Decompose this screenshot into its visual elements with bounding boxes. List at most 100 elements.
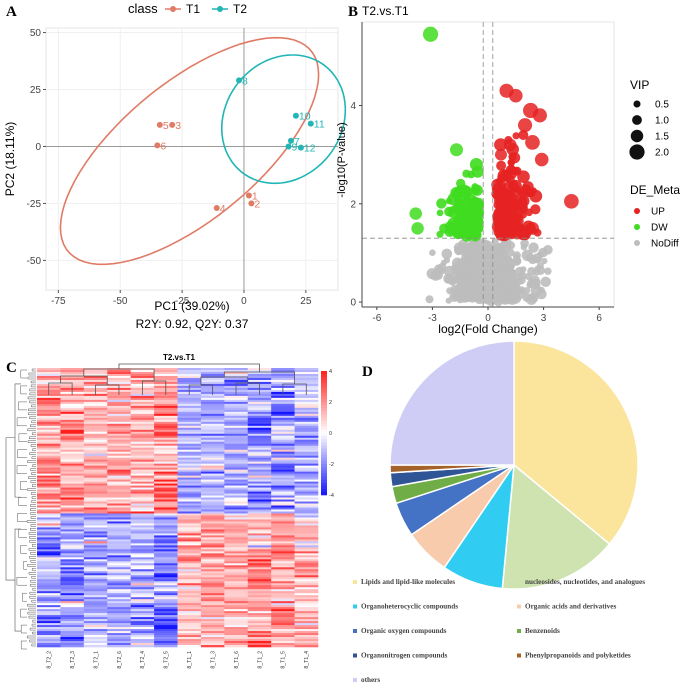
heatmap-cell <box>224 453 249 456</box>
heatmap-cell <box>37 379 61 383</box>
heatmap-cell <box>107 565 131 568</box>
volcano-point-up <box>494 138 508 152</box>
heatmap-cell <box>247 455 272 458</box>
heatmap-cell <box>247 535 272 538</box>
heatmap-cell <box>271 369 295 373</box>
heatmap-cell <box>130 537 155 540</box>
heatmap-cell <box>294 381 319 385</box>
heatmap-cell <box>154 625 178 628</box>
heatmap-cell <box>107 435 131 439</box>
heatmap-cell <box>130 497 155 500</box>
heatmap-cell <box>83 453 108 456</box>
heatmap-cell <box>200 639 225 642</box>
heatmap-cell <box>37 531 61 534</box>
heatmap-cell <box>107 555 131 558</box>
heatmap-cell <box>224 605 249 608</box>
heatmap-cell <box>154 433 178 437</box>
heatmap-cell <box>177 509 202 512</box>
volcano-point-nodiff <box>502 256 513 267</box>
heatmap-cell <box>37 539 61 542</box>
heatmap-cell <box>154 529 178 532</box>
heatmap-cell <box>294 437 319 441</box>
heatmap-cell <box>60 501 85 504</box>
heatmap-cell <box>83 411 108 415</box>
heatmap-cell <box>200 555 225 558</box>
heatmap-cell <box>294 435 319 439</box>
heatmap-cell <box>200 461 225 464</box>
volcano-point-up <box>492 191 500 199</box>
heatmap-cell <box>130 477 155 480</box>
heatmap-cell <box>294 445 319 449</box>
heatmap-cell <box>83 471 108 474</box>
volcano-point-nodiff <box>425 295 434 304</box>
volcano-point-nodiff <box>429 249 436 256</box>
heatmap-row-dendrogram <box>27 460 36 463</box>
volcano-point-dw <box>436 209 444 217</box>
heatmap-cell <box>177 573 202 576</box>
heatmap-cell <box>224 517 249 520</box>
heatmap-cell <box>83 573 108 576</box>
volcano-point-nodiff <box>491 238 499 246</box>
heatmap-cell <box>60 635 85 638</box>
heatmap-cell <box>224 577 249 580</box>
heatmap-cell <box>247 637 272 640</box>
heatmap-cell <box>37 479 61 482</box>
heatmap-cell <box>37 463 61 466</box>
heatmap-cell <box>294 497 319 500</box>
heatmap-cell <box>271 441 295 445</box>
heatmap-cell <box>154 491 178 494</box>
heatmap-sample-label: 8_T2_4 <box>140 651 146 669</box>
heatmap-cell <box>37 477 61 480</box>
heatmap-cell <box>60 421 85 425</box>
volcano-point-dw <box>462 169 471 178</box>
heatmap-cell <box>224 397 249 401</box>
heatmap-cell <box>60 433 85 437</box>
heatmap-row-dendrogram <box>27 611 36 615</box>
de-meta-legend-label-dw: DW <box>651 223 668 234</box>
heatmap-cell <box>177 443 202 447</box>
heatmap-cell <box>224 547 249 550</box>
heatmap-cell <box>294 645 319 648</box>
heatmap-row-dendrogram <box>30 384 36 388</box>
heatmap-cell <box>294 487 319 490</box>
heatmap-cell <box>37 643 61 646</box>
heatmap-cell <box>60 549 85 552</box>
heatmap-cell <box>247 585 272 588</box>
heatmap-cell <box>177 457 202 460</box>
heatmap-cell <box>177 411 202 415</box>
heatmap-colorbar-segment <box>321 371 327 375</box>
pie-legend-label: Phenylpropanoids and polyketides <box>525 652 631 660</box>
heatmap-cell <box>130 479 155 482</box>
heatmap-cell <box>271 537 295 540</box>
heatmap-cell <box>83 407 108 411</box>
heatmap-cell <box>271 629 295 632</box>
heatmap-cell <box>60 599 85 602</box>
heatmap-cell <box>154 501 178 504</box>
heatmap-cell <box>130 467 155 470</box>
heatmap-colorbar-tick-label: 0 <box>329 431 332 437</box>
heatmap-cell <box>130 465 155 468</box>
heatmap-cell <box>294 477 319 480</box>
heatmap-cell <box>60 373 85 377</box>
heatmap-cell <box>130 515 155 518</box>
heatmap-cell <box>177 565 202 568</box>
heatmap-cell <box>200 517 225 520</box>
heatmap-cell <box>107 457 131 460</box>
heatmap-cell <box>107 461 131 464</box>
heatmap-cell <box>130 447 155 450</box>
heatmap-cell <box>224 617 249 620</box>
heatmap-cell <box>130 625 155 628</box>
heatmap-cell <box>294 573 319 576</box>
heatmap-row-dendrogram <box>30 444 36 447</box>
heatmap-cell <box>294 479 319 482</box>
heatmap-cell <box>130 593 155 596</box>
heatmap-cell <box>224 485 249 488</box>
heatmap-cell <box>107 427 131 431</box>
heatmap-cell <box>37 459 61 462</box>
heatmap-cell <box>294 535 319 538</box>
heatmap-cell <box>83 585 108 588</box>
heatmap-cell <box>200 599 225 602</box>
heatmap-cell <box>200 533 225 536</box>
heatmap-cell <box>107 417 131 421</box>
heatmap-cell <box>37 377 61 381</box>
